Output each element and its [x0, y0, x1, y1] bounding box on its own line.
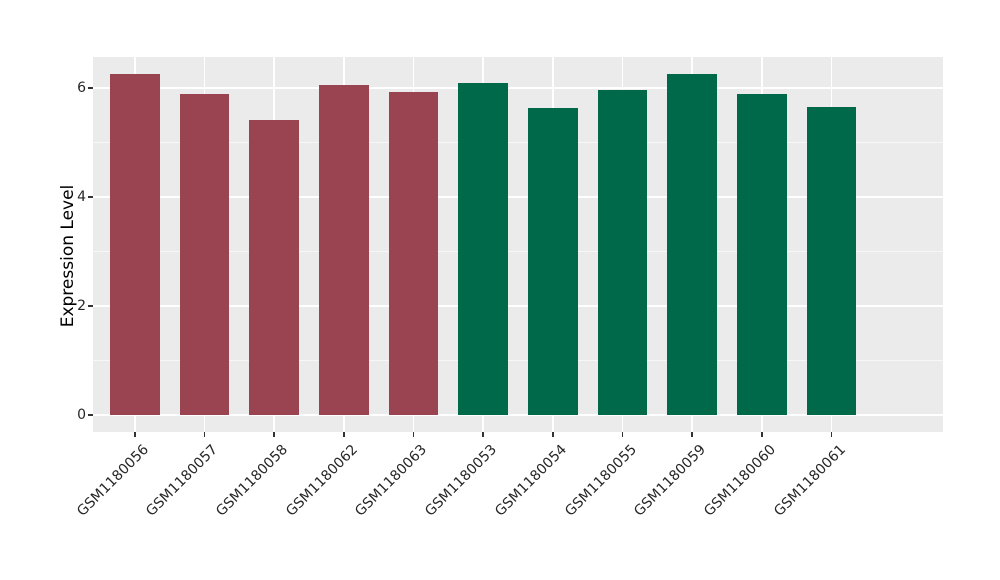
- y-tick-label: 4: [77, 189, 86, 206]
- y-tick-label: 0: [77, 407, 86, 424]
- y-tick-mark: [88, 414, 93, 416]
- bar: [249, 119, 299, 416]
- x-tick-mark: [343, 432, 345, 437]
- y-tick-label: 2: [77, 298, 86, 315]
- bar: [737, 94, 787, 416]
- x-tick-mark: [552, 432, 554, 437]
- minor-gridline: [93, 360, 943, 362]
- major-gridline: [93, 305, 943, 307]
- x-tick-mark: [691, 432, 693, 437]
- bar: [179, 93, 230, 416]
- x-tick-mark: [830, 432, 833, 437]
- bar: [388, 92, 439, 416]
- y-tick-label: 6: [77, 80, 86, 97]
- x-tick-mark: [412, 432, 415, 437]
- major-gridline: [93, 196, 943, 198]
- minor-gridline: [93, 251, 943, 253]
- bar: [319, 85, 369, 416]
- x-tick-mark: [482, 432, 484, 437]
- major-gridline: [93, 87, 943, 89]
- plot-panel: [93, 57, 943, 432]
- y-tick-mark: [88, 196, 93, 198]
- bar: [528, 108, 578, 416]
- bar: [597, 89, 648, 416]
- bar: [110, 74, 160, 416]
- x-tick-mark: [203, 432, 206, 437]
- x-tick-mark: [621, 432, 624, 437]
- x-tick-mark: [273, 432, 275, 437]
- y-tick-mark: [88, 87, 93, 89]
- major-gridline: [93, 414, 943, 416]
- bar: [806, 107, 857, 416]
- bar: [667, 73, 717, 416]
- bar: [458, 82, 508, 416]
- x-tick-mark: [761, 432, 763, 437]
- minor-gridline: [93, 142, 943, 144]
- x-tick-mark: [134, 432, 136, 437]
- y-tick-mark: [88, 305, 93, 307]
